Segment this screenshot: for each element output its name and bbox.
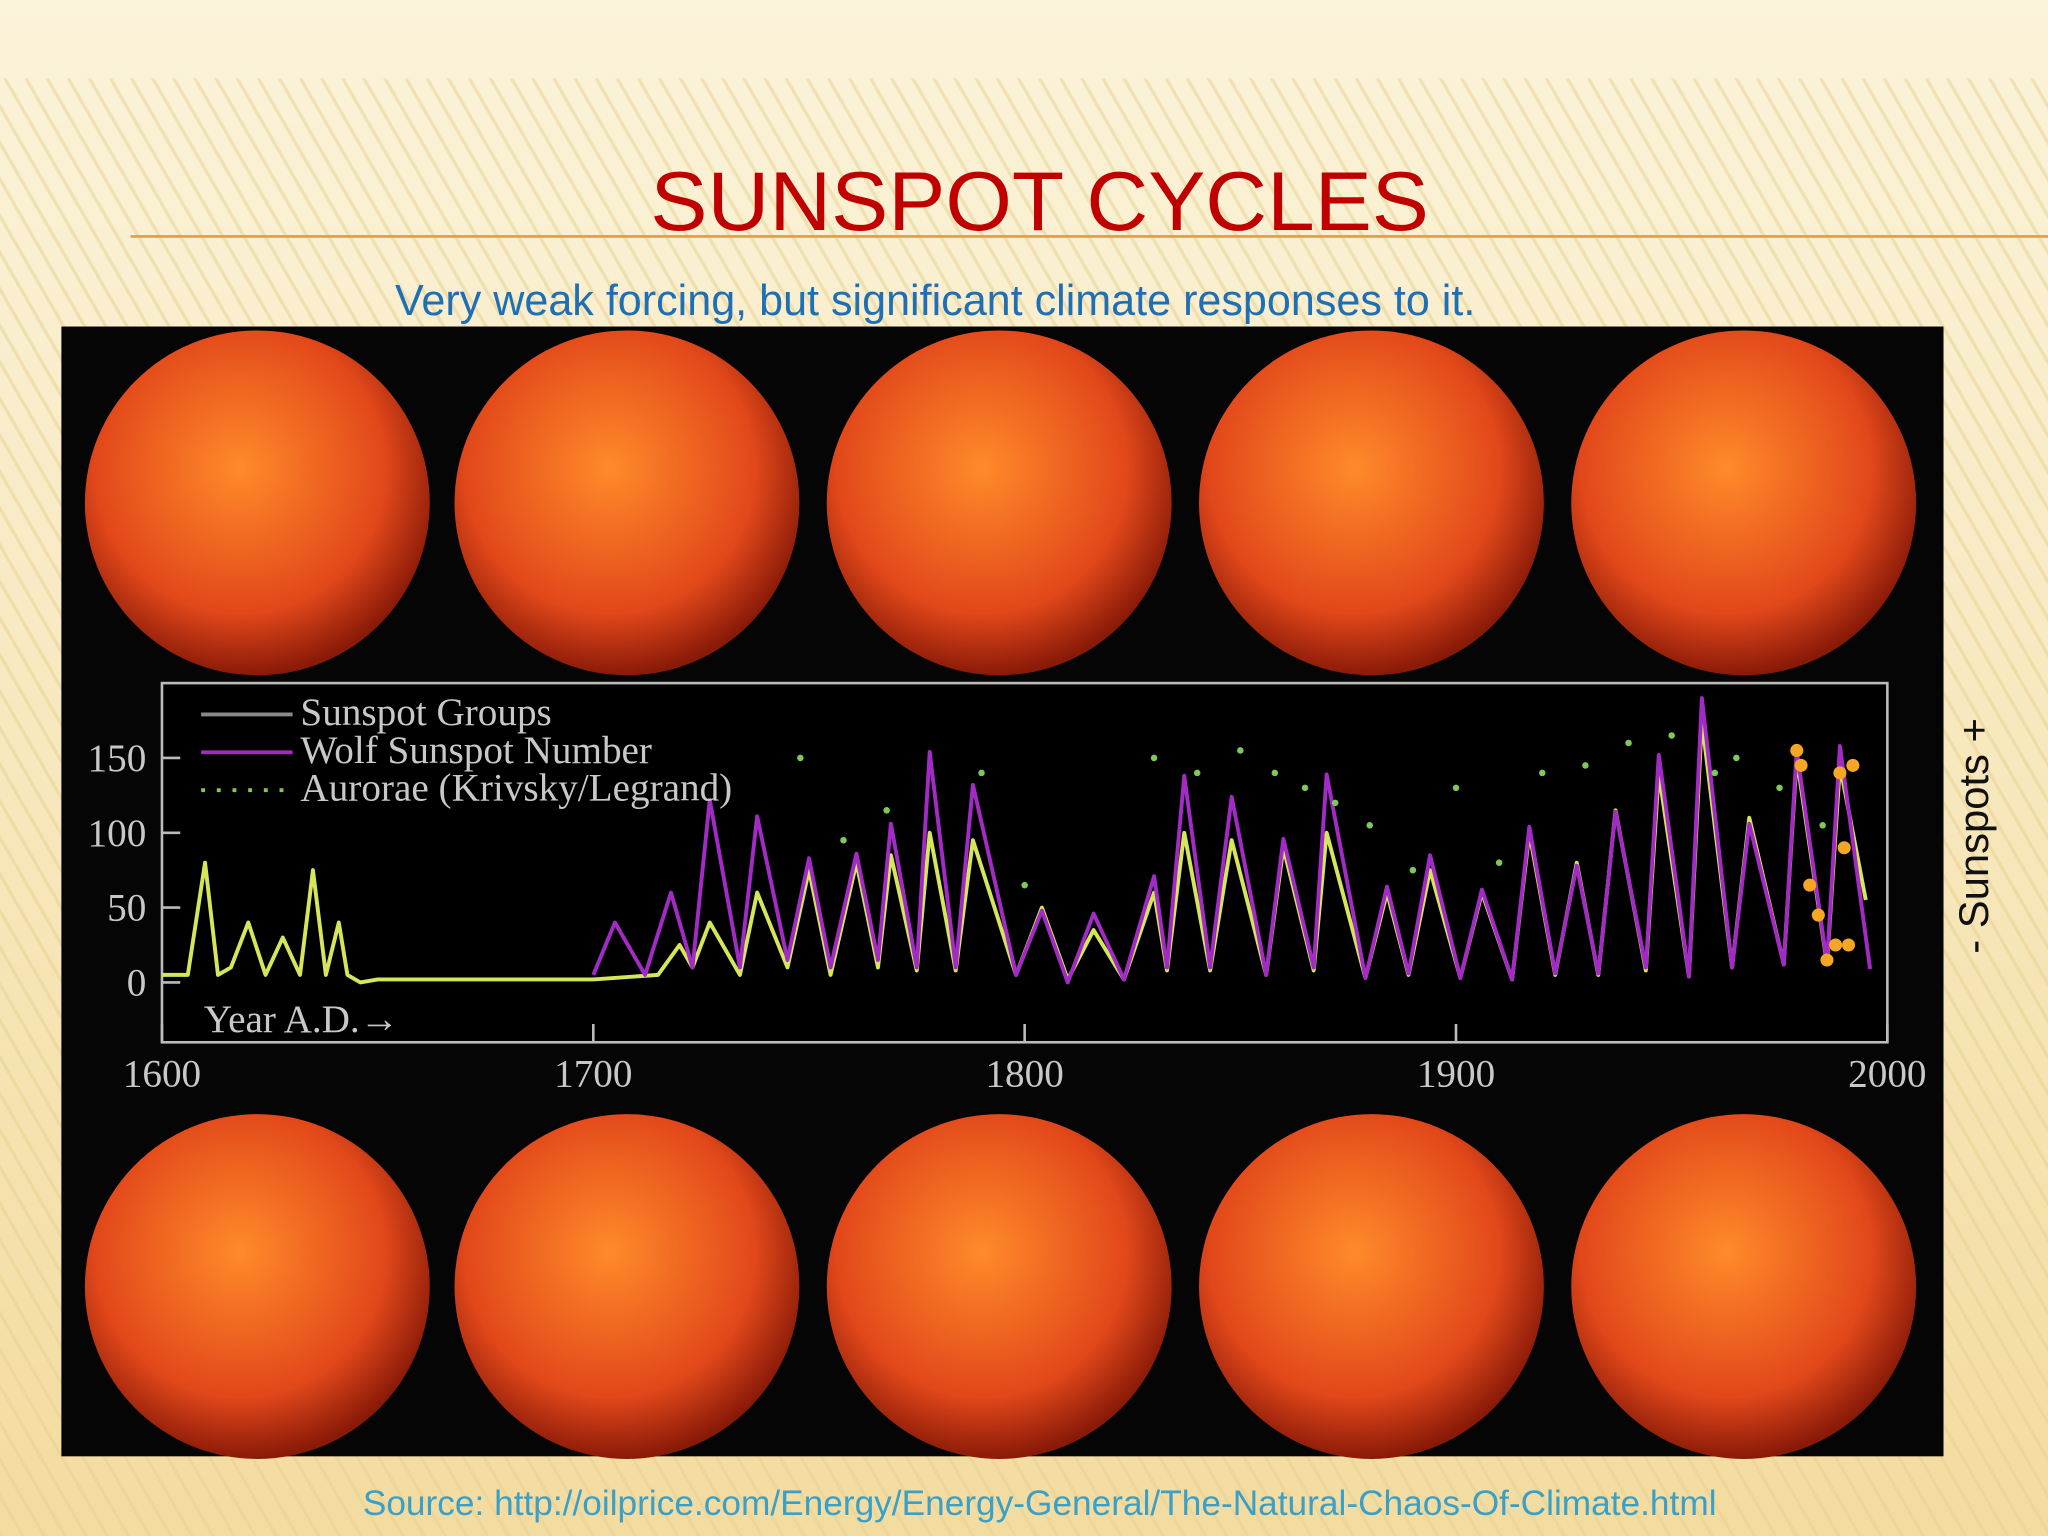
data-point: [1625, 739, 1632, 747]
legend-label: Aurorae (Krivsky/Legrand): [300, 767, 732, 810]
data-point: [1582, 762, 1589, 769]
data-point: [883, 807, 890, 814]
y-tick-label: 150: [88, 737, 147, 780]
legend-label: Wolf Sunspot Number: [300, 729, 652, 772]
data-point: [1803, 878, 1817, 892]
sun-disk: [826, 1114, 1172, 1459]
data-point: [1794, 758, 1808, 772]
data-point: [1193, 769, 1201, 777]
x-tick-label: 1800: [985, 1053, 1063, 1096]
data-point: [1776, 784, 1783, 792]
data-point: [840, 836, 847, 844]
series-line: [591, 696, 1873, 985]
sun-disk: [84, 330, 430, 676]
slide-title: SUNSPOT CYCLES: [650, 154, 1428, 248]
data-point: [1819, 822, 1826, 829]
data-point: [978, 769, 985, 777]
data-point: [1150, 754, 1158, 762]
data-point: [1841, 938, 1856, 952]
data-point: [797, 754, 804, 762]
x-tick-label: 2000: [1848, 1053, 1926, 1096]
subtitle: Very weak forcing, but significant clima…: [395, 277, 1475, 325]
data-point: [1833, 766, 1847, 780]
y-tick-label: 50: [107, 887, 146, 930]
data-point: [1829, 938, 1843, 952]
source: Source: http://oilprice.com/Energy/Energ…: [363, 1484, 1717, 1523]
sun-disk: [1571, 1114, 1917, 1459]
data-point: [1495, 859, 1503, 866]
sun-disk: [1199, 330, 1544, 676]
data-point: [1021, 881, 1028, 889]
data-point: [1790, 743, 1804, 757]
data-point: [1820, 953, 1834, 967]
sun-disk: [454, 330, 800, 676]
side-label: - Sunspots +: [1950, 718, 1997, 954]
sun-disk: [826, 330, 1172, 676]
y-tick-label: 0: [127, 961, 147, 1004]
data-point: [1452, 784, 1460, 792]
sun-disk: [1571, 330, 1917, 676]
data-point: [1539, 769, 1546, 777]
sun-images: [84, 330, 1917, 1459]
data-point: [1846, 758, 1860, 772]
data-point: [1811, 908, 1825, 922]
sun-disk: [84, 1114, 430, 1459]
chart: 1600 1700 1800 1900 2000 0 50 100 150 Year A.D.→ S…: [88, 681, 1927, 1096]
x-tick-label: 1900: [1417, 1053, 1495, 1096]
data-point: [1668, 732, 1675, 739]
data-point: [1237, 747, 1244, 754]
sun-disk: [454, 1114, 800, 1459]
data-point: [1711, 769, 1719, 777]
data-point: [1733, 754, 1740, 762]
data-point: [1331, 799, 1339, 807]
x-tick-label: 1600: [123, 1053, 201, 1096]
legend-label: Sunspot Groups: [300, 691, 551, 734]
annotation: Year A.D.→: [204, 998, 399, 1041]
data-point: [1301, 784, 1309, 792]
data-point: [1366, 822, 1373, 829]
x-tick-label: 1700: [554, 1053, 632, 1096]
sun-disk: [1199, 1114, 1544, 1459]
data-point: [1409, 866, 1417, 874]
plot-area: [160, 681, 1889, 1044]
data-point: [1837, 841, 1851, 855]
data-point: [1271, 769, 1279, 777]
y-tick-label: 100: [88, 812, 147, 855]
